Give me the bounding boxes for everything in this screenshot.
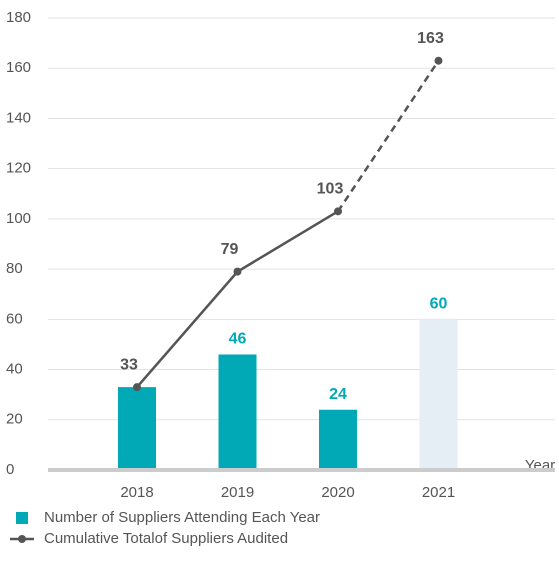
line — [336, 59, 440, 213]
x-tick-label: 2018 — [120, 484, 153, 501]
y-tick-label: 0 — [6, 461, 14, 478]
value-label: 103 — [317, 181, 344, 198]
x-tick-label: 2019 — [221, 484, 254, 501]
y-tick-label: 180 — [6, 9, 31, 26]
line-point — [133, 383, 141, 392]
value-label: 24 — [329, 386, 347, 403]
x-tick-label: 2020 — [321, 484, 354, 501]
y-tick-label: 20 — [6, 411, 23, 428]
y-tick-label: 80 — [6, 260, 23, 277]
bar — [319, 409, 357, 468]
value-label: 163 — [417, 30, 444, 47]
y-tick-label: 120 — [6, 160, 31, 177]
legend-swatch — [16, 512, 28, 524]
legend-swatch — [18, 535, 26, 543]
value-label: 79 — [221, 241, 239, 258]
value-label: 60 — [430, 296, 448, 313]
line-point — [334, 207, 342, 216]
line-point — [233, 267, 242, 276]
value-label: 33 — [120, 356, 138, 373]
bar — [218, 354, 257, 468]
value-label: 46 — [229, 331, 247, 348]
y-tick-label: 160 — [6, 59, 31, 76]
y-tick-label: 60 — [6, 310, 23, 327]
line-point — [434, 56, 443, 65]
legend-label: Number of Suppliers Attending Each Year — [44, 509, 320, 526]
x-tick-label: 2021 — [422, 484, 455, 501]
legend-label: Cumulative Totalof Suppliers Audited — [44, 530, 288, 547]
y-tick-label: 100 — [6, 210, 31, 227]
bar — [118, 387, 156, 468]
bar — [419, 319, 458, 468]
y-tick-label: 40 — [6, 361, 23, 378]
y-tick-label: 140 — [6, 109, 31, 126]
